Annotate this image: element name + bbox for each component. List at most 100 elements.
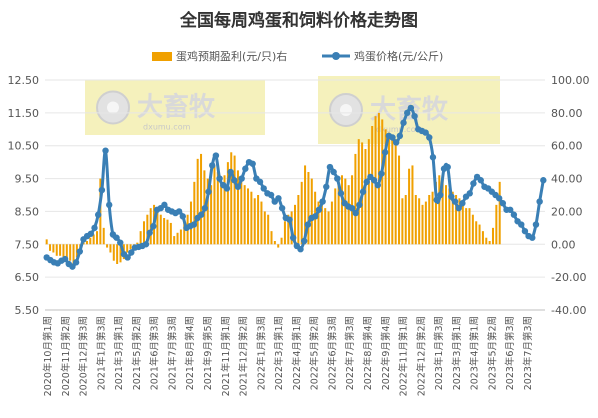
profit-bar (307, 172, 310, 245)
profit-bar (230, 152, 233, 245)
y-left-tick-label: 5.50 (15, 304, 40, 317)
profit-bar (260, 201, 263, 245)
profit-bar (173, 236, 176, 245)
egg-price-point (289, 234, 297, 241)
profit-bar (156, 211, 159, 245)
profit-bar (250, 191, 253, 245)
profit-bar (112, 244, 115, 261)
x-tick-label: 2021年11月第1周 (220, 316, 232, 396)
egg-price-point (150, 223, 157, 230)
egg-price-point (300, 237, 308, 245)
profit-bar (495, 204, 498, 245)
profit-bar (196, 158, 199, 245)
profit-bar (297, 195, 300, 245)
egg-price-point (470, 180, 477, 187)
profit-bar (498, 181, 501, 245)
profit-bar (55, 244, 58, 256)
egg-price-point (113, 234, 120, 241)
profit-bar (421, 204, 424, 245)
profit-bar (381, 119, 384, 245)
profit-bar (65, 244, 68, 260)
profit-bar (344, 178, 347, 245)
y-right-tick-label: -40.00 (551, 304, 586, 317)
profit-bar (317, 201, 320, 245)
egg-price-point (356, 201, 363, 209)
watermark-logo-icon-inner (107, 101, 119, 114)
profit-bar (236, 170, 239, 245)
profit-bar (347, 185, 350, 245)
profit-bar (300, 181, 303, 245)
egg-price-point (231, 177, 238, 184)
profit-bar (371, 126, 374, 245)
profit-bar (72, 244, 75, 264)
profit-bar (92, 234, 95, 245)
egg-price-point (124, 254, 131, 261)
profit-bar (166, 219, 169, 245)
profit-bar (176, 232, 179, 245)
egg-price-point (197, 211, 205, 218)
egg-price-point (407, 104, 415, 112)
profit-bar (327, 211, 330, 245)
profit-bar (62, 244, 65, 258)
y-left-tick-label: 10.50 (8, 140, 40, 153)
profit-bar (106, 244, 109, 248)
profit-bar (220, 181, 223, 245)
egg-price-point (128, 249, 135, 256)
profit-bar (119, 244, 122, 263)
egg-price-point (437, 191, 444, 199)
egg-price-point (451, 198, 459, 205)
egg-price-point (315, 206, 323, 213)
profit-bar (273, 241, 276, 245)
x-tick-label: 2022年11月第1周 (398, 316, 410, 396)
profit-bar (85, 241, 88, 245)
egg-price-point (106, 201, 113, 209)
profit-bar (129, 244, 132, 250)
profit-bar (465, 208, 468, 245)
egg-price-point (238, 175, 245, 182)
egg-price-point (91, 224, 98, 232)
profit-bar (253, 198, 256, 245)
chart-title: 全国每周鸡蛋和饲料价格走势图 (179, 10, 418, 31)
profit-bar (357, 139, 360, 245)
profit-bar (414, 195, 417, 245)
profit-bar (310, 178, 313, 245)
egg-price-point (142, 241, 150, 248)
legend: 蛋鸡预期盈利(元/只)右 鸡蛋价格(元/公斤) (152, 49, 443, 63)
profit-bar (391, 135, 394, 245)
profit-bar (243, 185, 246, 245)
egg-price-point (337, 190, 345, 197)
profit-bar (270, 231, 273, 245)
profit-bar (441, 178, 444, 245)
egg-price-point (529, 234, 536, 241)
x-tick-label: 2023年5月第2周 (486, 316, 498, 390)
profit-bar (240, 176, 243, 245)
profit-bar (445, 185, 448, 245)
profit-bar (401, 198, 404, 245)
profit-bar (216, 172, 219, 245)
x-tick-label: 2021年12月第2周 (238, 316, 250, 396)
egg-price-point (348, 204, 356, 212)
profit-bar (324, 208, 327, 245)
y-left-tick-label: 9.50 (15, 173, 40, 186)
profit-bar (45, 239, 48, 245)
profit-bar (223, 175, 226, 245)
profit-bar (481, 231, 484, 245)
profit-bar (183, 221, 186, 245)
egg-price-point (381, 149, 389, 156)
x-tick-label: 2022年7月第3周 (344, 316, 356, 390)
egg-price-point (175, 208, 183, 215)
profit-bar (340, 175, 343, 245)
profit-bar (189, 201, 192, 245)
egg-price-point (352, 209, 359, 217)
egg-price-point (422, 129, 429, 136)
egg-price-point (69, 263, 76, 270)
profit-bar (461, 201, 464, 245)
egg-price-point (334, 175, 341, 182)
x-tick-label: 2021年6月第3周 (149, 316, 161, 390)
profit-bar (163, 218, 166, 245)
egg-price-point (102, 147, 109, 154)
profit-bar (364, 149, 367, 245)
profit-bar (418, 198, 421, 245)
y-axis-right: -40.00 -20.00 0.00 20.00 40.00 60.00 80.00 100.… (551, 74, 590, 317)
egg-price-point (495, 195, 503, 202)
